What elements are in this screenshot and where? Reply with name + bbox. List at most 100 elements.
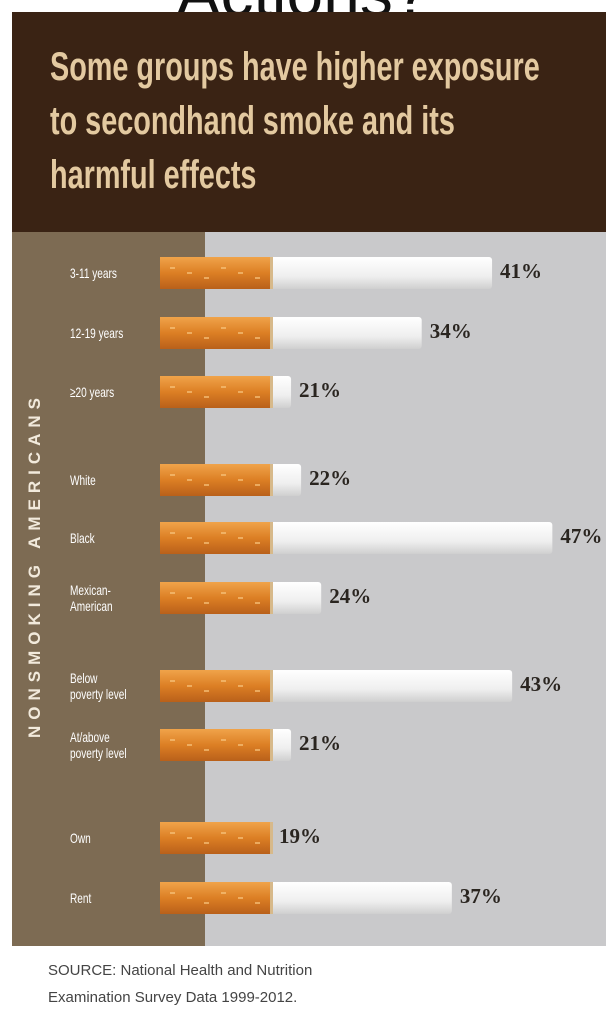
filter-speckle <box>170 532 175 534</box>
category-label: At/above poverty level <box>70 729 127 761</box>
value-label: 43% <box>520 672 563 696</box>
cigarette-filter <box>160 464 272 496</box>
filter-speckle <box>221 832 226 834</box>
filter-speckle <box>238 537 243 539</box>
filter-band <box>270 729 273 761</box>
filter-speckle <box>187 537 192 539</box>
filter-band <box>270 882 273 914</box>
category-label: Black <box>70 530 95 546</box>
filter-speckle <box>187 332 192 334</box>
filter-speckle <box>204 902 209 904</box>
category-label: Own <box>70 830 91 846</box>
filter-speckle <box>221 739 226 741</box>
filter-speckle <box>204 484 209 486</box>
filter-speckle <box>170 474 175 476</box>
cigarette-filter <box>160 670 272 702</box>
filter-speckle <box>170 592 175 594</box>
cigarette-filter <box>160 522 272 554</box>
filter-speckle <box>187 837 192 839</box>
filter-speckle <box>170 267 175 269</box>
filter-speckle <box>204 842 209 844</box>
filter-speckle <box>187 744 192 746</box>
filter-speckle <box>238 744 243 746</box>
filter-speckle <box>170 386 175 388</box>
filter-speckle <box>221 267 226 269</box>
cigarette-filter <box>160 882 272 914</box>
filter-band <box>270 822 273 854</box>
cigarette-filter <box>160 317 272 349</box>
filter-speckle <box>255 749 260 751</box>
filter-speckle <box>255 337 260 339</box>
cigarette-filter <box>160 257 272 289</box>
value-label: 37% <box>459 884 502 908</box>
value-label: 19% <box>278 824 321 848</box>
filter-speckle <box>238 332 243 334</box>
value-label: 34% <box>429 319 472 343</box>
filter-speckle <box>255 277 260 279</box>
filter-band <box>270 317 273 349</box>
filter-speckle <box>170 327 175 329</box>
source-note: SOURCE: National Health and Nutrition Ex… <box>48 962 313 1006</box>
filter-speckle <box>221 592 226 594</box>
filter-speckle <box>255 690 260 692</box>
filter-speckle <box>255 484 260 486</box>
filter-speckle <box>238 597 243 599</box>
filter-speckle <box>187 391 192 393</box>
filter-speckle <box>238 391 243 393</box>
category-label: Below poverty level <box>70 670 127 702</box>
category-label: Mexican- American <box>70 582 113 614</box>
filter-speckle <box>204 277 209 279</box>
filter-band <box>270 464 273 496</box>
filter-speckle <box>204 396 209 398</box>
filter-band <box>270 376 273 408</box>
filter-speckle <box>170 739 175 741</box>
filter-speckle <box>221 474 226 476</box>
value-label: 21% <box>299 731 342 755</box>
filter-speckle <box>255 542 260 544</box>
cigarette-filter <box>160 729 272 761</box>
category-label: White <box>70 472 96 488</box>
filter-speckle <box>221 327 226 329</box>
filter-speckle <box>238 685 243 687</box>
filter-speckle <box>170 680 175 682</box>
cigarette-filter <box>160 582 272 614</box>
filter-speckle <box>238 837 243 839</box>
filter-speckle <box>255 902 260 904</box>
category-label: 12-19 years <box>70 325 124 341</box>
filter-speckle <box>221 532 226 534</box>
chart-title: Some groups have higher exposure to seco… <box>50 45 540 197</box>
filter-speckle <box>204 749 209 751</box>
filter-speckle <box>255 602 260 604</box>
filter-speckle <box>204 542 209 544</box>
cigarette-filter <box>160 376 272 408</box>
filter-speckle <box>238 479 243 481</box>
filter-speckle <box>170 892 175 894</box>
filter-speckle <box>187 597 192 599</box>
filter-speckle <box>255 396 260 398</box>
filter-speckle <box>187 479 192 481</box>
category-label: ≥20 years <box>70 384 115 400</box>
filter-speckle <box>204 337 209 339</box>
filter-speckle <box>221 680 226 682</box>
filter-speckle <box>204 690 209 692</box>
value-label: 21% <box>299 378 342 402</box>
filter-speckle <box>187 685 192 687</box>
filter-band <box>270 522 273 554</box>
filter-speckle <box>204 602 209 604</box>
value-label: 47% <box>560 524 603 548</box>
cigarette-filter <box>160 822 271 854</box>
category-label: Rent <box>70 890 92 906</box>
value-label: 41% <box>500 259 543 283</box>
filter-band <box>270 582 273 614</box>
header-panel <box>12 12 606 232</box>
filter-speckle <box>170 832 175 834</box>
value-label: 22% <box>309 466 352 490</box>
filter-speckle <box>238 897 243 899</box>
filter-speckle <box>187 272 192 274</box>
filter-speckle <box>187 897 192 899</box>
filter-band <box>270 670 273 702</box>
filter-speckle <box>255 842 260 844</box>
filter-speckle <box>238 272 243 274</box>
filter-speckle <box>221 892 226 894</box>
